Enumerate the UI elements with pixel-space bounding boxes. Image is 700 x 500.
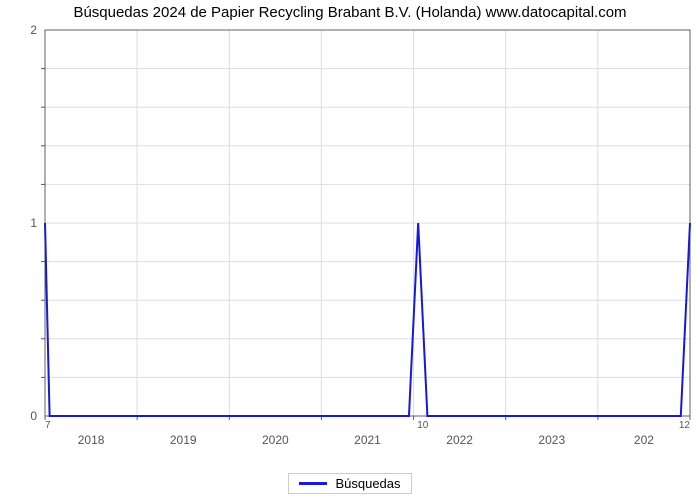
line-chart: 01271012201820192020202120222023202 <box>0 24 700 469</box>
svg-text:2021: 2021 <box>354 433 381 447</box>
legend-item: Búsquedas <box>288 473 411 494</box>
svg-text:2022: 2022 <box>446 433 473 447</box>
chart-title: Búsquedas 2024 de Papier Recycling Braba… <box>0 4 700 21</box>
chart-container: Búsquedas 2024 de Papier Recycling Braba… <box>0 0 700 500</box>
svg-text:12: 12 <box>679 420 691 431</box>
legend-swatch <box>299 482 327 485</box>
svg-text:202: 202 <box>634 433 654 447</box>
svg-text:2018: 2018 <box>78 433 105 447</box>
svg-text:2023: 2023 <box>538 433 565 447</box>
svg-text:0: 0 <box>30 409 37 423</box>
svg-text:2019: 2019 <box>170 433 197 447</box>
svg-text:2020: 2020 <box>262 433 289 447</box>
svg-text:10: 10 <box>417 420 429 431</box>
legend-label: Búsquedas <box>335 476 400 491</box>
legend: Búsquedas <box>0 472 700 494</box>
svg-text:7: 7 <box>45 420 51 431</box>
svg-text:2: 2 <box>30 24 37 37</box>
svg-text:1: 1 <box>30 216 37 230</box>
